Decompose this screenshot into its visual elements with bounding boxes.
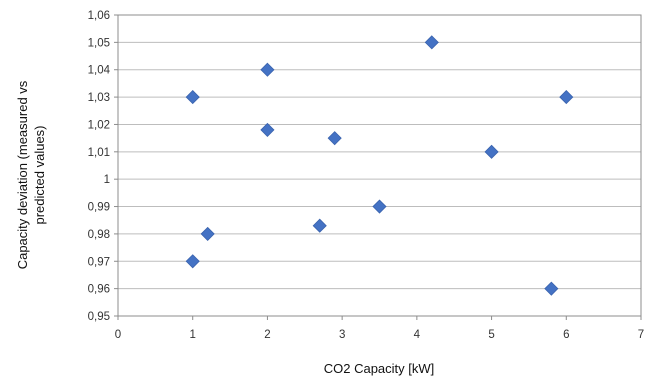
y-tick-label: 1: [104, 174, 110, 186]
y-tick-label: 0,96: [88, 284, 110, 296]
data-point-marker: [260, 62, 275, 77]
x-tick-label: 3: [339, 329, 345, 341]
x-axis-title: CO2 Capacity [kW]: [324, 361, 435, 376]
data-point-marker: [200, 226, 215, 241]
y-tick-label: 1,05: [88, 37, 110, 49]
y-tick-label: 1,04: [88, 65, 111, 77]
x-tick-label: 4: [414, 329, 421, 341]
x-tick-label: 5: [488, 329, 494, 341]
data-point-marker: [185, 254, 200, 269]
y-tick-label: 1,03: [88, 92, 110, 104]
y-tick-label: 0,98: [88, 229, 110, 241]
y-tick-label: 0,97: [88, 256, 110, 268]
data-point-marker: [424, 35, 439, 50]
gridlines: [118, 14, 641, 317]
plot-area-frame: [117, 14, 642, 317]
data-point-marker: [312, 218, 327, 233]
y-axis-ticks: 0,95 0,96 0,97 0,98 0,99 1 1,01 1,02 1,03 1,04 1,0…: [88, 10, 118, 323]
data-point-marker: [372, 199, 387, 214]
y-axis-title-line-2: predicted values): [32, 126, 47, 225]
data-point-marker: [260, 122, 275, 137]
y-tick-label: 1,01: [88, 147, 110, 159]
y-axis-title-line-1: Capacity deviation (measured vs: [15, 80, 30, 269]
data-points: [185, 35, 574, 296]
data-point-marker: [559, 90, 574, 105]
x-tick-label: 1: [190, 329, 196, 341]
x-tick-label: 7: [638, 329, 644, 341]
data-point-marker: [544, 281, 559, 296]
data-point-marker: [484, 144, 499, 159]
x-tick-label: 0: [115, 329, 121, 341]
x-tick-label: 6: [563, 329, 569, 341]
x-axis-ticks: 0 1 2 3 4 5 6 7: [115, 316, 644, 341]
y-tick-label: 0,99: [88, 202, 110, 214]
data-point-marker: [185, 90, 200, 105]
y-tick-label: 1,02: [88, 119, 110, 131]
y-tick-label: 0,95: [88, 311, 110, 323]
y-tick-label: 1,06: [88, 10, 110, 22]
x-tick-label: 2: [264, 329, 270, 341]
data-point-marker: [327, 131, 342, 146]
